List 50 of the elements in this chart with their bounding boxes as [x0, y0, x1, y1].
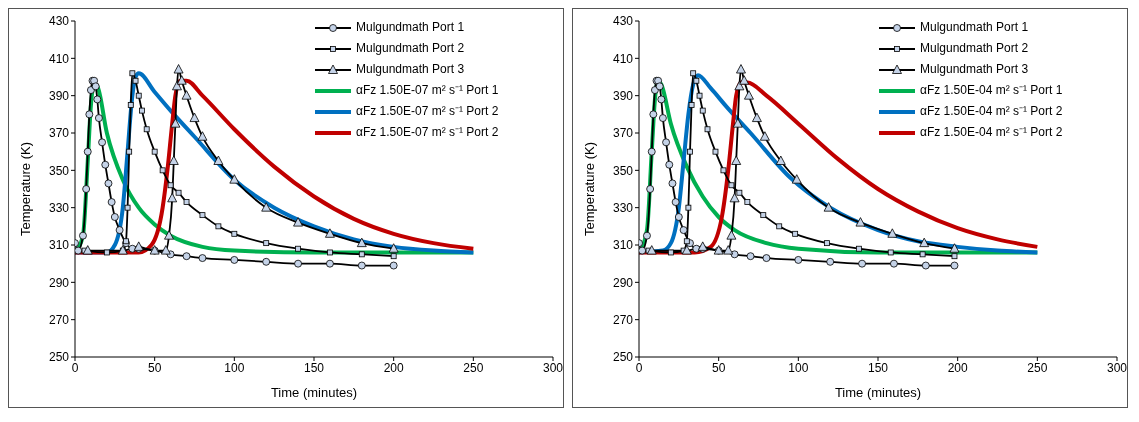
y-tick-label: 350 [612, 163, 634, 178]
x-tick-label: 0 [635, 360, 643, 375]
y-tick-label: 410 [48, 51, 70, 66]
legend-label: Mulgundmath Port 2 [920, 40, 1029, 57]
legend-label: αFz 1.50E-04 m² s⁻¹ Port 1 [920, 82, 1063, 99]
x-axis-title: Time (minutes) [834, 385, 922, 400]
legend-label: αFz 1.50E-04 m² s⁻¹ Port 2 [920, 103, 1063, 120]
x-tick-label: 250 [1027, 360, 1048, 375]
y-tick-label: 410 [612, 51, 634, 66]
y-tick-label: 390 [612, 88, 634, 103]
y-axis-title: Temperature (K) [581, 142, 597, 236]
y-tick-label: 430 [612, 14, 634, 29]
legend-label: αFz 1.50E-07 m² s⁻¹ Port 2 [356, 103, 499, 120]
y-tick-label: 270 [48, 312, 70, 327]
y-tick-label: 370 [612, 126, 634, 141]
x-tick-label: 100 [224, 360, 245, 375]
x-axis-title: Time (minutes) [270, 385, 358, 400]
legend-label: Mulgundmath Port 1 [356, 19, 465, 36]
x-tick-label: 200 [383, 360, 404, 375]
x-tick-label: 0 [71, 360, 79, 375]
legend-label: αFz 1.50E-04 m² s⁻¹ Port 2 [920, 124, 1063, 141]
y-tick-label: 310 [612, 238, 634, 253]
y-tick-label: 290 [48, 275, 70, 290]
y-tick-label: 330 [612, 200, 634, 215]
legend-label: Mulgundmath Port 2 [356, 40, 465, 57]
y-tick-label: 350 [48, 163, 70, 178]
y-tick-label: 330 [48, 200, 70, 215]
x-tick-label: 250 [463, 360, 484, 375]
y-tick-label: 310 [48, 238, 70, 253]
y-tick-label: 290 [612, 275, 634, 290]
y-tick-label: 250 [48, 350, 70, 365]
y-tick-label: 430 [48, 14, 70, 29]
x-tick-label: 300 [542, 360, 564, 375]
x-tick-label: 50 [711, 360, 726, 375]
x-tick-label: 150 [867, 360, 889, 375]
x-tick-label: 300 [1106, 360, 1128, 375]
y-tick-label: 390 [48, 88, 70, 103]
legend-label: Mulgundmath Port 3 [920, 61, 1029, 78]
x-tick-label: 200 [947, 360, 968, 375]
x-tick-label: 50 [147, 360, 162, 375]
legend-label: αFz 1.50E-07 m² s⁻¹ Port 1 [356, 82, 499, 99]
y-axis-title: Temperature (K) [17, 142, 33, 236]
legend-label: Mulgundmath Port 1 [920, 19, 1029, 36]
x-tick-label: 100 [788, 360, 809, 375]
y-tick-label: 250 [612, 350, 634, 365]
y-tick-label: 370 [48, 126, 70, 141]
y-tick-label: 270 [612, 312, 634, 327]
legend-label: Mulgundmath Port 3 [356, 61, 465, 78]
x-tick-label: 150 [303, 360, 325, 375]
legend-label: αFz 1.50E-07 m² s⁻¹ Port 2 [356, 124, 499, 141]
